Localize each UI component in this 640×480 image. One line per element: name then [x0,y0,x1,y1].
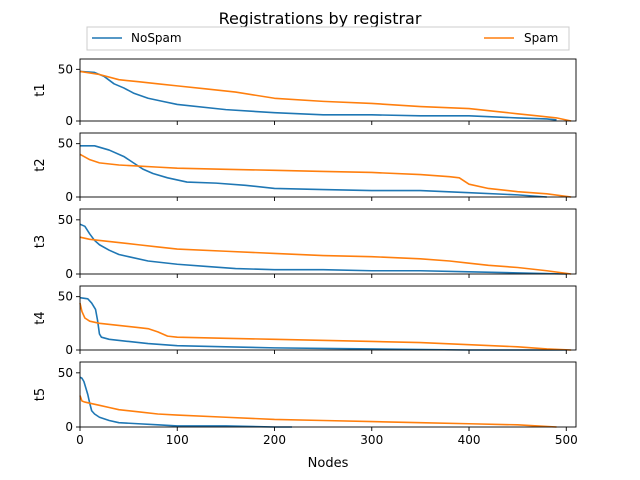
y-axis-label-t2: t2 [33,158,48,171]
series-line-spam-t3 [79,236,572,275]
y-tick-label: 0 [65,190,73,204]
y-tick-label: 50 [58,213,73,227]
subplot-frame [79,285,577,351]
subplot-2: 0 50 t2 [33,132,577,204]
y-axis-label-t3: t3 [33,235,48,248]
subplot-1: 0 50 t1 [33,58,577,128]
series-line-spam-t2 [79,153,572,198]
legend-label-spam: Spam [524,31,558,45]
x-tick-label: 0 [76,433,84,447]
x-tick-label: 100 [166,433,189,447]
legend: NoSpam Spam [86,26,570,51]
x-tick-label: 500 [555,433,578,447]
series-line-nospam-t4 [79,296,567,351]
y-tick-label: 50 [58,137,73,151]
y-tick-label: 0 [65,267,73,281]
subplot-frame [79,208,577,275]
series-line-spam-t5 [79,395,557,428]
y-axis-label-t5: t5 [33,388,48,401]
subplot-frame [79,58,577,122]
y-tick-label: 0 [65,114,73,128]
subplot-4: 0 50 t4 [33,285,577,357]
series-line-nospam-t1 [79,70,557,121]
legend-frame [86,26,570,51]
x-axis-label: Nodes [308,456,349,471]
chart-title: Registrations by registrar [219,9,422,28]
series-line-spam-t1 [79,70,572,122]
legend-label-nospam: NoSpam [131,31,182,45]
y-tick-label: 50 [58,366,73,380]
subplot-frame [79,132,577,198]
y-axis-label-t4: t4 [33,311,48,324]
x-tick-label: 400 [458,433,481,447]
subplot-frame [79,361,577,428]
y-tick-label: 50 [58,62,73,76]
subplot-3: 0 50 t3 [33,208,577,281]
y-tick-label: 0 [65,420,73,434]
y-tick-label: 0 [65,343,73,357]
x-tick-label: 200 [263,433,286,447]
series-line-nospam-t5 [79,376,293,428]
y-axis-label-t1: t1 [33,83,48,96]
series-line-nospam-t2 [80,145,547,198]
y-tick-label: 50 [58,290,73,304]
x-tick-label: 300 [360,433,383,447]
series-line-spam-t4 [79,302,572,351]
